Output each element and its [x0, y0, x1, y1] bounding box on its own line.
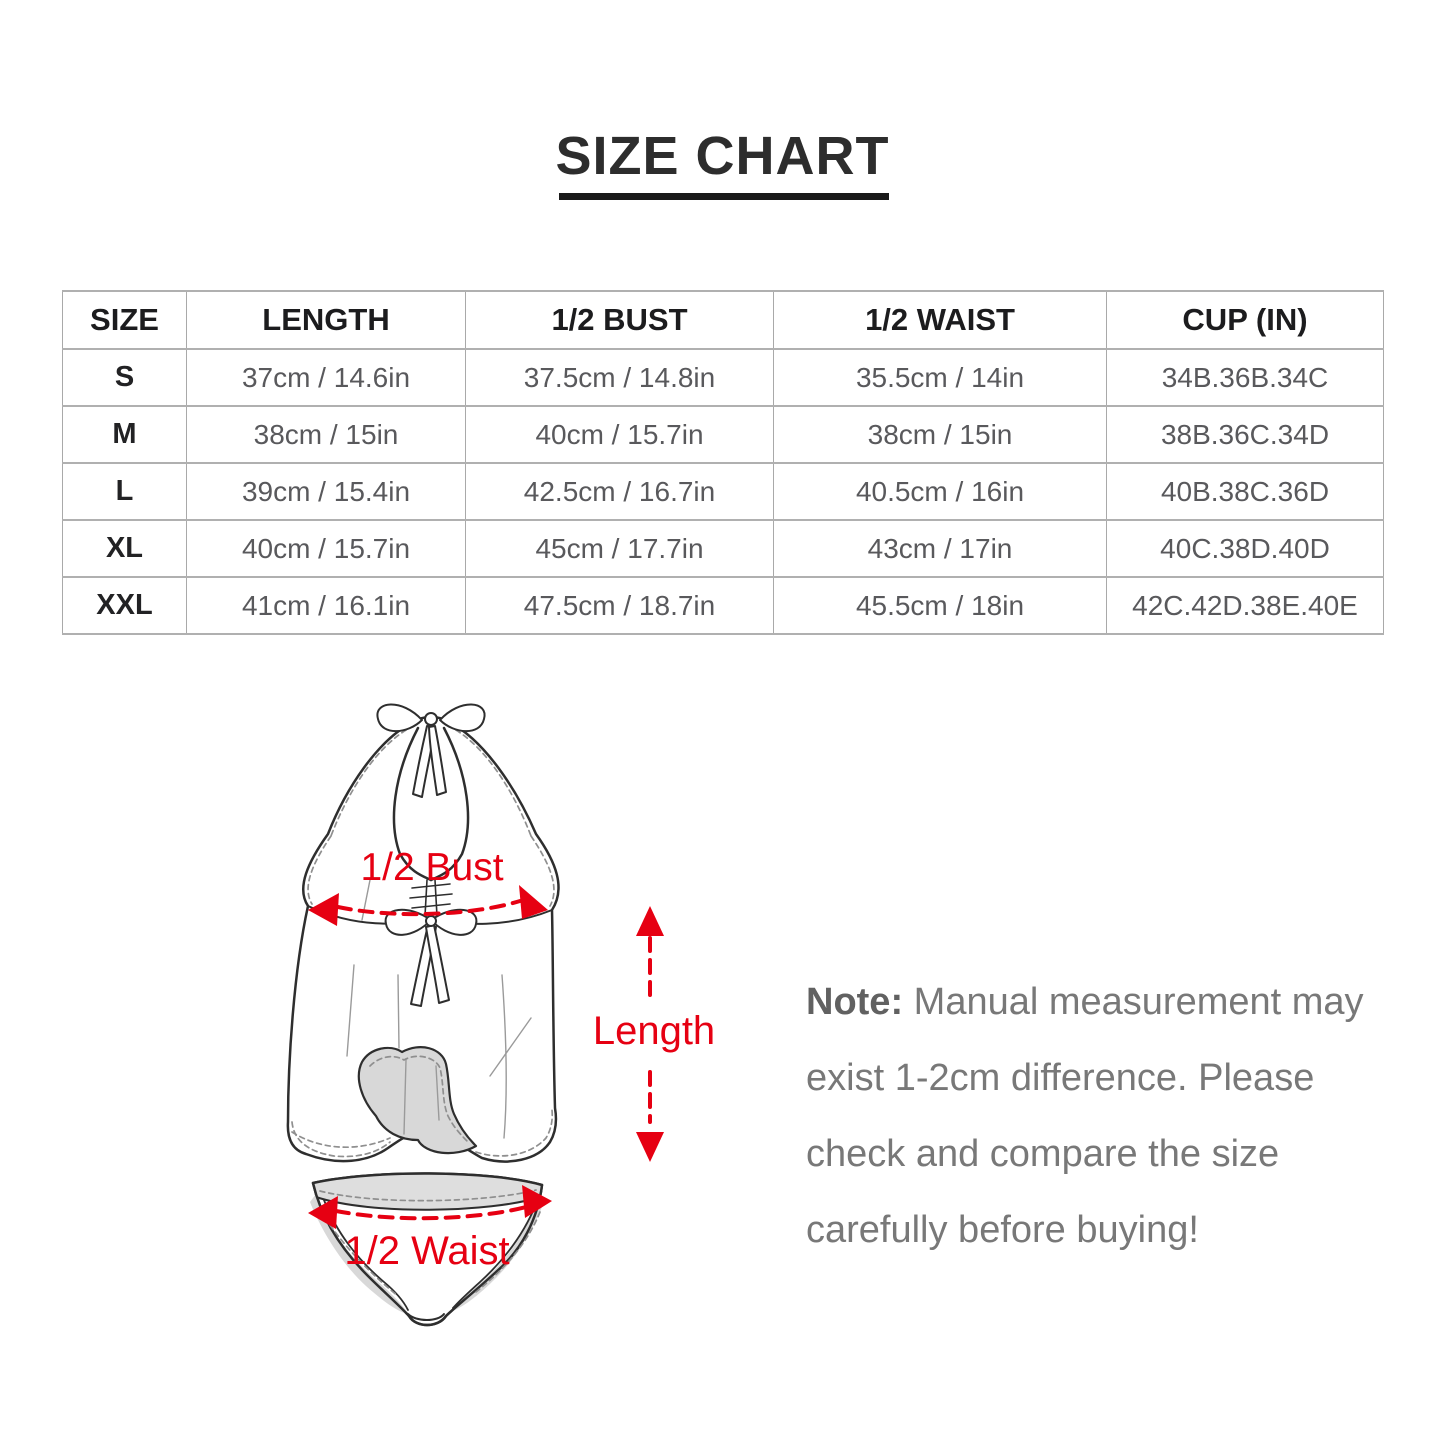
cell-size: M	[62, 405, 187, 464]
cell-size: S	[62, 348, 187, 407]
cell-size: XL	[62, 519, 187, 578]
page-title: SIZE CHART	[555, 126, 890, 186]
col-header-bust: 1/2 BUST	[465, 290, 774, 350]
cell-bust: 42.5cm / 16.7in	[465, 462, 774, 521]
cell-cup: 42C.42D.38E.40E	[1106, 576, 1384, 635]
table-row: XXL 41cm / 16.1in 47.5cm / 18.7in 45.5cm…	[62, 576, 1384, 635]
col-header-cup: CUP (IN)	[1106, 290, 1384, 350]
measurement-annotations: 1/2 Bust Length 1/2 Waist	[308, 846, 715, 1273]
neck-bow	[376, 703, 486, 798]
cell-cup: 40C.38D.40D	[1106, 519, 1384, 578]
cell-waist: 35.5cm / 14in	[773, 348, 1107, 407]
cell-size: XXL	[62, 576, 187, 635]
cell-waist: 38cm / 15in	[773, 405, 1107, 464]
cell-waist: 40.5cm / 16in	[773, 462, 1107, 521]
table-row: XL 40cm / 15.7in 45cm / 17.7in 43cm / 17…	[62, 519, 1384, 578]
cell-bust: 47.5cm / 18.7in	[465, 576, 774, 635]
garment-measurement-diagram: 1/2 Bust Length 1/2 Waist	[286, 703, 715, 1327]
cell-length: 37cm / 14.6in	[186, 348, 466, 407]
bust-bow	[384, 908, 478, 1007]
cell-waist: 43cm / 17in	[773, 519, 1107, 578]
tankini-top-drawing	[286, 703, 560, 1163]
note-prefix: Note:	[806, 981, 904, 1023]
waist-label: 1/2 Waist	[344, 1229, 509, 1273]
col-header-waist: 1/2 WAIST	[773, 290, 1107, 350]
cell-size: L	[62, 462, 187, 521]
length-arrow	[636, 906, 664, 1162]
cell-bust: 37.5cm / 14.8in	[465, 348, 774, 407]
cell-cup: 40B.38C.36D	[1106, 462, 1384, 521]
bust-label: 1/2 Bust	[360, 846, 503, 889]
title-underline	[559, 193, 889, 200]
waist-arrow	[308, 1185, 552, 1229]
table-row: S 37cm / 14.6in 37.5cm / 14.8in 35.5cm /…	[62, 348, 1384, 407]
table-row: L 39cm / 15.4in 42.5cm / 16.7in 40.5cm /…	[62, 462, 1384, 521]
note-text: Note: Manual measurement may exist 1-2cm…	[806, 964, 1400, 1268]
cell-length: 39cm / 15.4in	[186, 462, 466, 521]
table-row: M 38cm / 15in 40cm / 15.7in 38cm / 15in …	[62, 405, 1384, 464]
cell-waist: 45.5cm / 18in	[773, 576, 1107, 635]
col-header-length: LENGTH	[186, 290, 466, 350]
note-body: Manual measurement may exist 1-2cm diffe…	[806, 981, 1364, 1251]
cell-cup: 38B.36C.34D	[1106, 405, 1384, 464]
cell-length: 38cm / 15in	[186, 405, 466, 464]
length-label: Length	[593, 1009, 715, 1053]
cell-bust: 45cm / 17.7in	[465, 519, 774, 578]
cell-length: 41cm / 16.1in	[186, 576, 466, 635]
size-table: SIZE LENGTH 1/2 BUST 1/2 WAIST CUP (IN) …	[62, 290, 1384, 635]
cell-bust: 40cm / 15.7in	[465, 405, 774, 464]
cell-length: 40cm / 15.7in	[186, 519, 466, 578]
bust-arrow	[308, 885, 548, 926]
table-header-row: SIZE LENGTH 1/2 BUST 1/2 WAIST CUP (IN)	[62, 290, 1384, 350]
cell-cup: 34B.36B.34C	[1106, 348, 1384, 407]
col-header-size: SIZE	[62, 290, 187, 350]
